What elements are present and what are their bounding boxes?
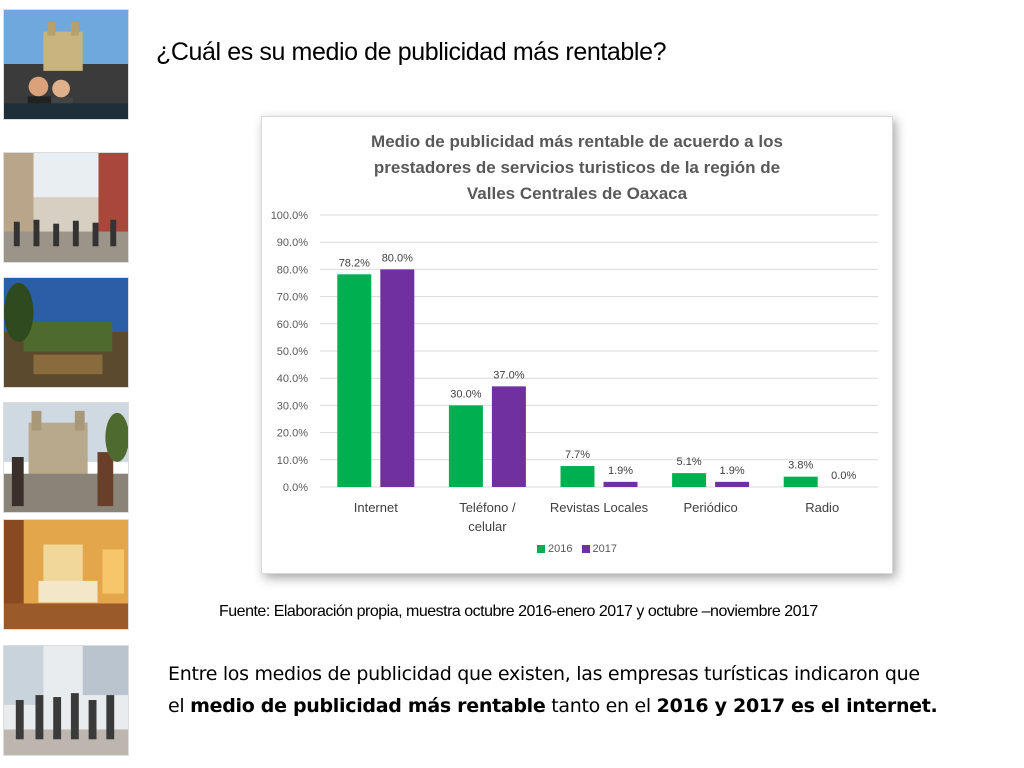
data-label: 78.2% (339, 257, 370, 269)
data-label: 1.9% (720, 465, 745, 477)
x-tick-label: Periódico (683, 500, 737, 515)
y-tick-label: 100.0% (271, 210, 309, 222)
legend-item-2017: 2017 (581, 543, 618, 555)
chart-title-line: Valles Centrales de Oaxaca (466, 184, 688, 203)
data-label: 80.0% (382, 252, 413, 264)
bar-chart: 0.0% 10.0% 20.0% 30.0% 40.0% 50.0% 60.0% 70.0% 8… (271, 210, 878, 534)
legend-label: 2017 (592, 543, 618, 555)
y-tick-label: 10.0% (277, 455, 308, 467)
chart-title-line: Medio de publicidad más rentable de acue… (371, 132, 783, 151)
body-text: Entre los medios de publicidad que exist… (168, 658, 1018, 722)
hotel-room-photo (3, 519, 129, 630)
legend-swatch (581, 545, 590, 554)
y-tick-label: 30.0% (277, 400, 308, 412)
x-tick-label: Internet (354, 500, 398, 515)
y-tick-label: 50.0% (277, 346, 308, 358)
data-label: 1.9% (608, 465, 633, 477)
y-tick-label: 0.0% (283, 482, 308, 494)
data-label: 3.8% (788, 460, 813, 472)
data-label: 0.0% (831, 470, 856, 482)
church-courtyard-photo (3, 402, 129, 513)
legend-swatch (536, 545, 545, 554)
body-text-bold: 2016 y 2017 es el internet. (656, 695, 938, 717)
chart-card: 0.0% 10.0% 20.0% 30.0% 40.0% 50.0% 60.0% 70.0% 8… (261, 116, 893, 574)
legend-item-2016: 2016 (536, 543, 573, 555)
y-tick-label: 80.0% (277, 264, 308, 276)
x-tick-label: Radio (805, 500, 839, 515)
y-tick-label: 60.0% (277, 319, 308, 331)
data-label: 5.1% (677, 456, 702, 468)
bar-2017 (491, 386, 526, 487)
body-text-segment: el (168, 695, 191, 717)
chart-legend: 2016 2017 (262, 543, 892, 555)
body-text-bold: medio de publicidad más rentable (190, 695, 546, 717)
bar-2016 (783, 476, 818, 487)
bar-2016 (560, 466, 595, 487)
y-tick-label: 40.0% (277, 373, 308, 385)
cathedral-plaza-photo (3, 9, 129, 120)
y-tick-label: 20.0% (277, 428, 308, 440)
y-tick-label: 70.0% (277, 292, 308, 304)
chart-title: Medio de publicidad más rentable de acue… (262, 129, 892, 207)
x-tick-label: Revistas Locales (550, 500, 649, 515)
bar-2017 (715, 481, 750, 487)
body-text-segment: tanto en el (545, 695, 657, 717)
chart-title-line: prestadores de servicios turisticos de l… (373, 158, 781, 177)
source-note: Fuente: Elaboración propia, muestra octu… (219, 603, 818, 620)
body-line-1: Entre los medios de publicidad que exist… (168, 663, 920, 685)
data-label: 37.0% (493, 369, 524, 381)
bar-2017 (380, 269, 415, 487)
y-tick-label: 90.0% (277, 237, 308, 249)
x-tick-label: celular (468, 519, 507, 534)
bar-2016 (337, 274, 372, 487)
crowd-street-photo (3, 645, 129, 756)
page-title: ¿Cuál es su medio de publicidad más rent… (156, 38, 667, 66)
data-label: 7.7% (565, 449, 590, 461)
x-tick-label: Teléfono / (459, 500, 516, 515)
pedestrian-street-photo (3, 152, 129, 263)
garden-terrace-photo (3, 277, 129, 388)
body-line-2: el medio de publicidad más rentable tant… (168, 690, 1018, 722)
data-label: 30.0% (450, 388, 481, 400)
legend-label: 2016 (547, 543, 573, 555)
bar-2016 (448, 405, 483, 487)
bar-2016 (672, 473, 707, 487)
bar-2017 (603, 481, 638, 487)
